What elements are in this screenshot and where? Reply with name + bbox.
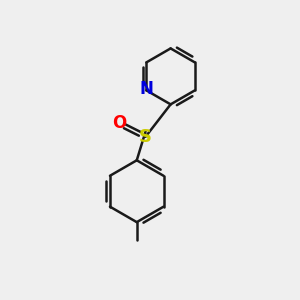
Text: S: S [139,128,152,146]
Text: O: O [112,115,126,133]
Text: N: N [140,80,153,98]
